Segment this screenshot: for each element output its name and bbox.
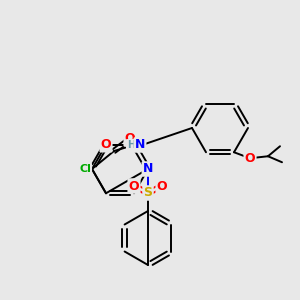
Text: Cl: Cl (79, 164, 91, 174)
Text: O: O (245, 152, 255, 165)
Text: H: H (127, 140, 135, 150)
Text: N: N (143, 163, 153, 176)
Text: N: N (135, 139, 145, 152)
Text: O: O (101, 138, 111, 151)
Text: S: S (143, 187, 152, 200)
Text: O: O (129, 179, 139, 193)
Text: O: O (125, 133, 135, 146)
Text: O: O (157, 179, 167, 193)
